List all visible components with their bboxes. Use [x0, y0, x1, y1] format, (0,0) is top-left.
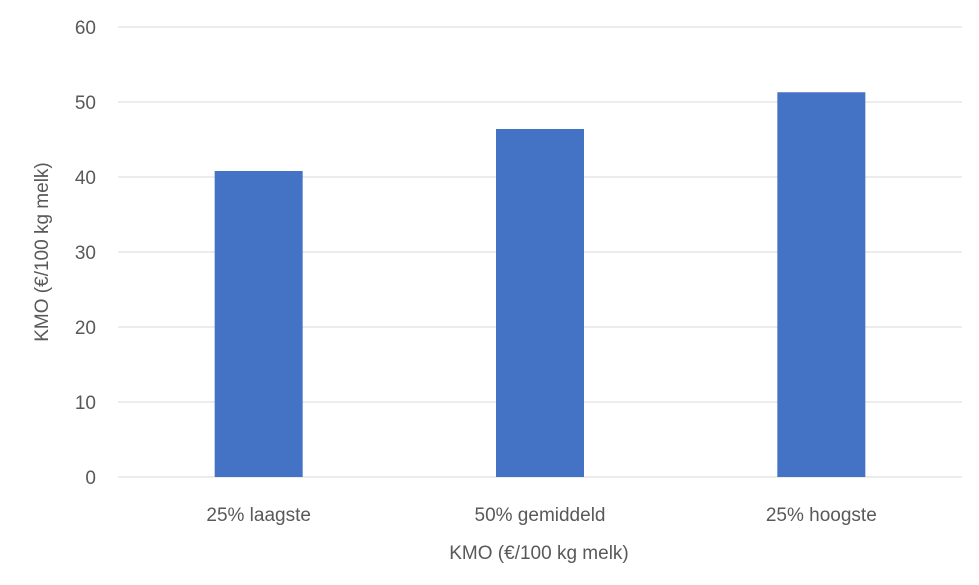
y-tick-label: 40: [75, 168, 96, 189]
x-tick-label: 25% hoogste: [766, 505, 877, 526]
y-tick-label: 50: [75, 93, 96, 114]
y-axis-title: KMO (€/100 kg melk): [32, 162, 53, 342]
x-tick-label: 50% gemiddeld: [475, 505, 606, 526]
bar-2: [496, 129, 584, 477]
x-tick-label: 25% laagste: [206, 505, 311, 526]
bar-3: [777, 92, 866, 477]
y-tick-label: 30: [75, 243, 96, 264]
y-tick-label: 0: [85, 468, 96, 489]
y-tick-label: 60: [75, 18, 96, 39]
y-axis-ticks: 0 10 20 30 40 50 60: [75, 18, 96, 489]
bars: [214, 92, 866, 477]
bar-1: [214, 171, 303, 477]
x-axis-title: KMO (€/100 kg melk): [449, 543, 629, 564]
x-axis-ticks: 25% laagste 50% gemiddeld 25% hoogste: [206, 505, 876, 526]
y-tick-label: 10: [75, 393, 96, 414]
y-tick-label: 20: [75, 318, 96, 339]
